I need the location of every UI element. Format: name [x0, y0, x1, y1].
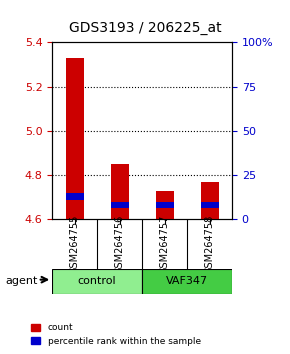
Bar [110, 202, 128, 209]
Text: GSM264755: GSM264755 [70, 215, 80, 274]
Bar [110, 164, 128, 219]
Bar [201, 202, 219, 209]
Bar [66, 58, 84, 219]
Text: control: control [78, 276, 117, 286]
Text: GSM264756: GSM264756 [115, 215, 125, 274]
Bar [52, 269, 142, 294]
Bar [155, 202, 173, 209]
Text: GDS3193 / 206225_at: GDS3193 / 206225_at [69, 21, 221, 35]
Bar [201, 182, 219, 219]
Text: GSM264757: GSM264757 [160, 215, 170, 274]
Bar [142, 269, 232, 294]
Legend: count, percentile rank within the sample: count, percentile rank within the sample [28, 320, 204, 349]
Text: agent: agent [6, 276, 38, 286]
Bar [66, 193, 84, 200]
Text: GSM264758: GSM264758 [204, 215, 215, 274]
Text: VAF347: VAF347 [166, 276, 208, 286]
Bar [155, 191, 173, 219]
